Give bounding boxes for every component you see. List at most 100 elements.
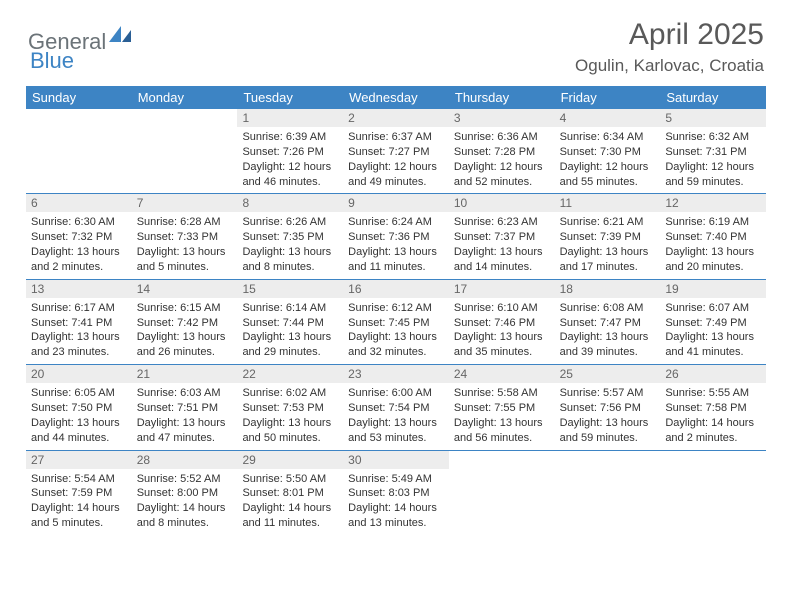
weekday-head-thursday: Thursday (449, 86, 555, 109)
day-cell: 20Sunrise: 6:05 AMSunset: 7:50 PMDayligh… (26, 365, 132, 449)
day-details: Sunrise: 6:02 AMSunset: 7:53 PMDaylight:… (237, 383, 343, 449)
day-cell: 9Sunrise: 6:24 AMSunset: 7:36 PMDaylight… (343, 194, 449, 278)
day-cell: 24Sunrise: 5:58 AMSunset: 7:55 PMDayligh… (449, 365, 555, 449)
day-number: 11 (555, 194, 661, 212)
day-cell: 25Sunrise: 5:57 AMSunset: 7:56 PMDayligh… (555, 365, 661, 449)
day-details: Sunrise: 5:54 AMSunset: 7:59 PMDaylight:… (26, 469, 132, 535)
weekday-head-tuesday: Tuesday (237, 86, 343, 109)
day-number: 21 (132, 365, 238, 383)
day-details: Sunrise: 6:14 AMSunset: 7:44 PMDaylight:… (237, 298, 343, 364)
day-cell: 5Sunrise: 6:32 AMSunset: 7:31 PMDaylight… (660, 109, 766, 193)
day-details: Sunrise: 6:15 AMSunset: 7:42 PMDaylight:… (132, 298, 238, 364)
day-details: Sunrise: 6:37 AMSunset: 7:27 PMDaylight:… (343, 127, 449, 193)
day-number: 14 (132, 280, 238, 298)
day-cell: 2Sunrise: 6:37 AMSunset: 7:27 PMDaylight… (343, 109, 449, 193)
day-cell: 10Sunrise: 6:23 AMSunset: 7:37 PMDayligh… (449, 194, 555, 278)
month-title: April 2025 (575, 18, 764, 52)
day-details: Sunrise: 6:03 AMSunset: 7:51 PMDaylight:… (132, 383, 238, 449)
empty-cell (555, 451, 661, 535)
day-number: 16 (343, 280, 449, 298)
day-details: Sunrise: 5:58 AMSunset: 7:55 PMDaylight:… (449, 383, 555, 449)
day-cell: 4Sunrise: 6:34 AMSunset: 7:30 PMDaylight… (555, 109, 661, 193)
day-number: 7 (132, 194, 238, 212)
day-cell: 17Sunrise: 6:10 AMSunset: 7:46 PMDayligh… (449, 280, 555, 364)
day-details: Sunrise: 6:07 AMSunset: 7:49 PMDaylight:… (660, 298, 766, 364)
page-header: April 2025 Ogulin, Karlovac, Croatia (575, 18, 764, 76)
day-details: Sunrise: 6:08 AMSunset: 7:47 PMDaylight:… (555, 298, 661, 364)
day-details: Sunrise: 6:34 AMSunset: 7:30 PMDaylight:… (555, 127, 661, 193)
day-details: Sunrise: 6:30 AMSunset: 7:32 PMDaylight:… (26, 212, 132, 278)
day-cell: 19Sunrise: 6:07 AMSunset: 7:49 PMDayligh… (660, 280, 766, 364)
day-number: 23 (343, 365, 449, 383)
day-cell: 6Sunrise: 6:30 AMSunset: 7:32 PMDaylight… (26, 194, 132, 278)
day-details: Sunrise: 6:10 AMSunset: 7:46 PMDaylight:… (449, 298, 555, 364)
day-details: Sunrise: 6:21 AMSunset: 7:39 PMDaylight:… (555, 212, 661, 278)
day-details: Sunrise: 6:26 AMSunset: 7:35 PMDaylight:… (237, 212, 343, 278)
logo-word-2: Blue (30, 48, 74, 74)
day-cell: 21Sunrise: 6:03 AMSunset: 7:51 PMDayligh… (132, 365, 238, 449)
day-number: 18 (555, 280, 661, 298)
weekday-head-monday: Monday (132, 86, 238, 109)
empty-cell (449, 451, 555, 535)
day-number: 17 (449, 280, 555, 298)
day-details: Sunrise: 6:00 AMSunset: 7:54 PMDaylight:… (343, 383, 449, 449)
day-number: 30 (343, 451, 449, 469)
day-details: Sunrise: 5:49 AMSunset: 8:03 PMDaylight:… (343, 469, 449, 535)
day-cell: 12Sunrise: 6:19 AMSunset: 7:40 PMDayligh… (660, 194, 766, 278)
day-details: Sunrise: 5:55 AMSunset: 7:58 PMDaylight:… (660, 383, 766, 449)
day-number: 22 (237, 365, 343, 383)
day-details: Sunrise: 6:39 AMSunset: 7:26 PMDaylight:… (237, 127, 343, 193)
day-cell: 8Sunrise: 6:26 AMSunset: 7:35 PMDaylight… (237, 194, 343, 278)
week-row: 13Sunrise: 6:17 AMSunset: 7:41 PMDayligh… (26, 279, 766, 364)
day-cell: 28Sunrise: 5:52 AMSunset: 8:00 PMDayligh… (132, 451, 238, 535)
day-number: 24 (449, 365, 555, 383)
empty-cell (132, 109, 238, 193)
day-number: 4 (555, 109, 661, 127)
weekday-head-friday: Friday (555, 86, 661, 109)
day-number: 5 (660, 109, 766, 127)
day-number: 27 (26, 451, 132, 469)
day-cell: 3Sunrise: 6:36 AMSunset: 7:28 PMDaylight… (449, 109, 555, 193)
empty-cell (26, 109, 132, 193)
day-number: 6 (26, 194, 132, 212)
day-cell: 1Sunrise: 6:39 AMSunset: 7:26 PMDaylight… (237, 109, 343, 193)
day-cell: 26Sunrise: 5:55 AMSunset: 7:58 PMDayligh… (660, 365, 766, 449)
day-details: Sunrise: 6:32 AMSunset: 7:31 PMDaylight:… (660, 127, 766, 193)
weekday-head-sunday: Sunday (26, 86, 132, 109)
day-cell: 11Sunrise: 6:21 AMSunset: 7:39 PMDayligh… (555, 194, 661, 278)
day-details: Sunrise: 6:12 AMSunset: 7:45 PMDaylight:… (343, 298, 449, 364)
day-number: 9 (343, 194, 449, 212)
day-cell: 23Sunrise: 6:00 AMSunset: 7:54 PMDayligh… (343, 365, 449, 449)
day-number: 2 (343, 109, 449, 127)
location-label: Ogulin, Karlovac, Croatia (575, 56, 764, 76)
day-details: Sunrise: 6:19 AMSunset: 7:40 PMDaylight:… (660, 212, 766, 278)
day-number: 28 (132, 451, 238, 469)
day-cell: 27Sunrise: 5:54 AMSunset: 7:59 PMDayligh… (26, 451, 132, 535)
day-cell: 30Sunrise: 5:49 AMSunset: 8:03 PMDayligh… (343, 451, 449, 535)
day-number: 26 (660, 365, 766, 383)
day-number: 10 (449, 194, 555, 212)
day-cell: 13Sunrise: 6:17 AMSunset: 7:41 PMDayligh… (26, 280, 132, 364)
day-details: Sunrise: 6:23 AMSunset: 7:37 PMDaylight:… (449, 212, 555, 278)
week-row: 27Sunrise: 5:54 AMSunset: 7:59 PMDayligh… (26, 450, 766, 535)
day-number: 12 (660, 194, 766, 212)
week-row: 20Sunrise: 6:05 AMSunset: 7:50 PMDayligh… (26, 364, 766, 449)
day-cell: 7Sunrise: 6:28 AMSunset: 7:33 PMDaylight… (132, 194, 238, 278)
day-cell: 18Sunrise: 6:08 AMSunset: 7:47 PMDayligh… (555, 280, 661, 364)
day-cell: 15Sunrise: 6:14 AMSunset: 7:44 PMDayligh… (237, 280, 343, 364)
day-number: 20 (26, 365, 132, 383)
day-number: 1 (237, 109, 343, 127)
day-number: 15 (237, 280, 343, 298)
weekday-head-wednesday: Wednesday (343, 86, 449, 109)
day-details: Sunrise: 6:24 AMSunset: 7:36 PMDaylight:… (343, 212, 449, 278)
day-details: Sunrise: 6:28 AMSunset: 7:33 PMDaylight:… (132, 212, 238, 278)
day-cell: 29Sunrise: 5:50 AMSunset: 8:01 PMDayligh… (237, 451, 343, 535)
day-number: 13 (26, 280, 132, 298)
calendar-grid: SundayMondayTuesdayWednesdayThursdayFrid… (26, 86, 766, 535)
day-cell: 22Sunrise: 6:02 AMSunset: 7:53 PMDayligh… (237, 365, 343, 449)
empty-cell (660, 451, 766, 535)
weekday-header-row: SundayMondayTuesdayWednesdayThursdayFrid… (26, 86, 766, 109)
day-number: 29 (237, 451, 343, 469)
day-details: Sunrise: 6:17 AMSunset: 7:41 PMDaylight:… (26, 298, 132, 364)
day-number: 8 (237, 194, 343, 212)
